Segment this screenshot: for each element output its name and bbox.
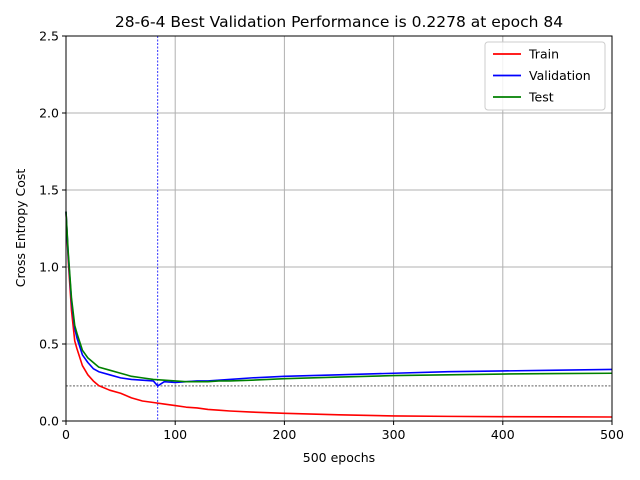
series-lines [65, 211, 613, 418]
y-tick-label-2: 1.0 [39, 260, 59, 275]
plot-frame [65, 35, 613, 422]
x-axis-label: 500 epochs [303, 450, 375, 465]
y-tick-label-1: 0.5 [39, 337, 59, 352]
y-tick-label-3: 1.5 [39, 183, 59, 198]
chart-title: 28-6-4 Best Validation Performance is 0.… [115, 13, 563, 31]
x-tick-label-4: 400 [491, 427, 515, 442]
legend: Train Validation Test [484, 41, 606, 111]
x-axis-ticks: 0 100 200 300 400 500 [62, 421, 624, 442]
y-axis-ticks: 0.0 0.5 1.0 1.5 2.0 2.5 [39, 29, 66, 429]
x-tick-label-5: 500 [600, 427, 624, 442]
legend-box [484, 41, 606, 111]
series-line-test [65, 211, 613, 383]
legend-label-train: Train [528, 47, 559, 62]
legend-label-test: Test [528, 90, 554, 105]
x-tick-label-0: 0 [62, 427, 70, 442]
y-tick-label-5: 2.5 [39, 29, 59, 44]
y-tick-label-0: 0.0 [39, 414, 59, 429]
series-line-train [65, 211, 613, 418]
x-tick-label-2: 200 [272, 427, 296, 442]
x-tick-label-3: 300 [382, 427, 406, 442]
x-tick-label-1: 100 [163, 427, 187, 442]
series-line-validation [65, 211, 613, 387]
y-tick-label-4: 2.0 [39, 106, 59, 121]
legend-label-validation: Validation [529, 68, 591, 83]
y-axis-label: Cross Entropy Cost [13, 169, 28, 288]
